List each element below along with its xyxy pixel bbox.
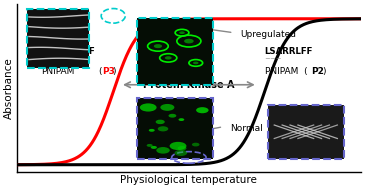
Text: Upregulated: Upregulated — [241, 30, 296, 39]
Text: p: p — [54, 47, 60, 56]
Circle shape — [158, 126, 168, 131]
Text: ~~~: ~~~ — [265, 57, 282, 63]
Circle shape — [147, 144, 153, 147]
Circle shape — [174, 150, 187, 156]
Circle shape — [140, 103, 157, 112]
Text: LS: LS — [41, 47, 53, 56]
Circle shape — [196, 107, 208, 113]
Text: P2: P2 — [311, 67, 324, 76]
Circle shape — [160, 104, 174, 111]
X-axis label: Physiological temperature: Physiological temperature — [120, 175, 257, 185]
Circle shape — [179, 31, 185, 34]
Circle shape — [155, 120, 165, 124]
Circle shape — [169, 114, 176, 118]
Text: ARRLFF: ARRLFF — [59, 47, 96, 56]
Bar — [27, 9, 89, 68]
Circle shape — [156, 147, 170, 154]
Circle shape — [170, 142, 187, 150]
Text: P3: P3 — [102, 67, 115, 76]
Circle shape — [154, 44, 162, 48]
Circle shape — [151, 146, 157, 149]
Text: PNIPAM: PNIPAM — [41, 67, 74, 76]
Circle shape — [178, 118, 184, 121]
Text: ~~~: ~~~ — [41, 57, 59, 63]
Text: ): ) — [322, 67, 326, 76]
Text: Normal: Normal — [230, 124, 263, 133]
Text: PNIPAM  (: PNIPAM ( — [265, 67, 307, 76]
Bar — [268, 105, 343, 159]
Text: ): ) — [112, 67, 116, 76]
Bar — [137, 98, 213, 159]
Circle shape — [165, 56, 172, 60]
Text: LSARRLFF: LSARRLFF — [265, 47, 313, 56]
Circle shape — [178, 146, 187, 150]
Circle shape — [149, 129, 155, 132]
Text: Protein Kinase A: Protein Kinase A — [143, 80, 235, 90]
Circle shape — [192, 143, 200, 146]
Text: (: ( — [98, 67, 101, 76]
Bar — [137, 18, 213, 85]
Y-axis label: Absorbance: Absorbance — [4, 57, 14, 119]
Circle shape — [184, 39, 194, 43]
Circle shape — [193, 62, 199, 64]
